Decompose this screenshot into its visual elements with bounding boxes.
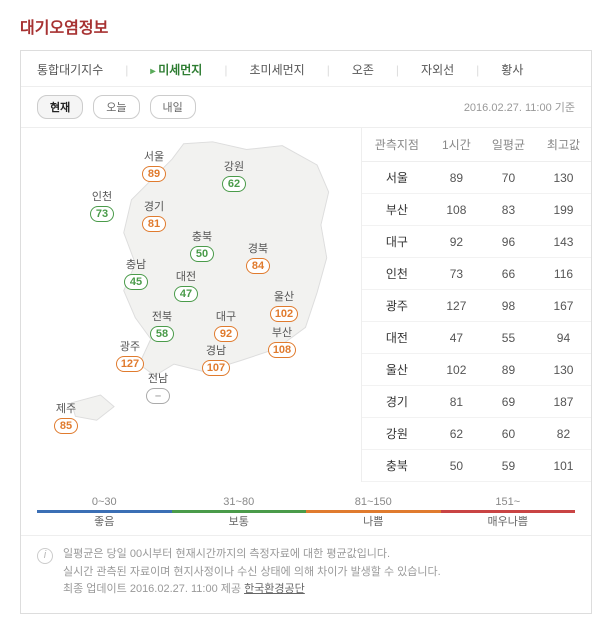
- tab-0[interactable]: 통합대기지수: [37, 61, 103, 78]
- tab-2[interactable]: 초미세먼지: [249, 61, 304, 78]
- timestamp-label: 2016.02.27. 11:00 기준: [464, 99, 575, 115]
- time-btn-1[interactable]: 오늘: [93, 95, 139, 119]
- content-row: 서울89 강원62 인천73 경기81 충북50 충남45 경북84 대전47 울산102 전북5…: [21, 128, 591, 482]
- table-row: 인천7366116: [362, 258, 591, 290]
- footer-text: 일평균은 당일 00시부터 현재시간까지의 측정자료에 대한 평균값입니다. 실…: [63, 546, 441, 599]
- readings-table: 관측지점1시간일평균최고값 서울8970130부산10883199대구92961…: [362, 128, 591, 482]
- table-row: 부산10883199: [362, 194, 591, 226]
- page-title: 대기오염정보: [20, 14, 592, 38]
- legend-segment: 0~30좋음: [37, 488, 172, 535]
- table-row: 대전475594: [362, 322, 591, 354]
- air-pollution-panel: 대기오염정보 통합대기지수|미세먼지|초미세먼지|오존|자외선|황사 현재 오늘 내…: [0, 0, 612, 634]
- info-icon: i: [37, 548, 53, 564]
- controls-row: 현재 오늘 내일 2016.02.27. 11:00 기준: [21, 87, 591, 128]
- legend-bar: 0~30좋음31~80보통81~150나쁨151~매우나쁨: [21, 488, 591, 535]
- time-btn-2[interactable]: 내일: [150, 95, 196, 119]
- main-panel: 통합대기지수|미세먼지|초미세먼지|오존|자외선|황사 현재 오늘 내일 2016.…: [20, 50, 592, 614]
- legend-segment: 81~150나쁨: [306, 488, 441, 535]
- map-point: 서울89: [139, 148, 169, 182]
- map-point: 부산108: [267, 324, 297, 358]
- table-row: 서울8970130: [362, 162, 591, 194]
- tab-5[interactable]: 황사: [501, 61, 523, 78]
- footer-line1: 일평균은 당일 00시부터 현재시간까지의 측정자료에 대한 평균값입니다.: [63, 546, 441, 564]
- legend-segment: 31~80보통: [172, 488, 307, 535]
- table-row: 광주12798167: [362, 290, 591, 322]
- tab-3[interactable]: 오존: [352, 61, 374, 78]
- table-row: 경기8169187: [362, 386, 591, 418]
- map-point: 광주127: [115, 338, 145, 372]
- table-header: 최고값: [536, 128, 591, 162]
- table-row: 강원626082: [362, 418, 591, 450]
- map-point: 경남107: [201, 342, 231, 376]
- map-point: 전남–: [143, 370, 173, 404]
- table-header: 일평균: [481, 128, 536, 162]
- map-point: 울산102: [269, 288, 299, 322]
- tabs-row: 통합대기지수|미세먼지|초미세먼지|오존|자외선|황사: [21, 51, 591, 87]
- map-point: 충남45: [121, 256, 151, 290]
- tab-4[interactable]: 자외선: [421, 61, 454, 78]
- tab-1[interactable]: 미세먼지: [150, 61, 202, 78]
- table-row: 대구9296143: [362, 226, 591, 258]
- legend-segment: 151~매우나쁨: [441, 488, 576, 535]
- map-pane: 서울89 강원62 인천73 경기81 충북50 충남45 경북84 대전47 울산102 전북5…: [21, 128, 361, 438]
- table-row: 울산10289130: [362, 354, 591, 386]
- footer-line3: 최종 업데이트 2016.02.27. 11:00 제공 한국환경공단: [63, 581, 441, 599]
- map-point: 대전47: [171, 268, 201, 302]
- table-header: 1시간: [432, 128, 481, 162]
- map-point: 전북58: [147, 308, 177, 342]
- table-row: 충북5059101: [362, 450, 591, 482]
- provider-link[interactable]: 한국환경공단: [244, 583, 305, 595]
- table-pane: 관측지점1시간일평균최고값 서울8970130부산10883199대구92961…: [361, 128, 591, 482]
- korea-map-outline: [63, 136, 343, 426]
- footer-note: i 일평균은 당일 00시부터 현재시간까지의 측정자료에 대한 평균값입니다.…: [21, 535, 591, 613]
- footer-line2: 실시간 관측된 자료이며 현지사정이나 수신 상태에 의해 차이가 발생할 수 …: [63, 564, 441, 582]
- map-point: 충북50: [187, 228, 217, 262]
- table-header: 관측지점: [362, 128, 432, 162]
- map-point: 강원62: [219, 158, 249, 192]
- time-btn-0[interactable]: 현재: [37, 95, 83, 119]
- map-point: 대구92: [211, 308, 241, 342]
- map-point: 제주85: [51, 400, 81, 434]
- map-point: 경북84: [243, 240, 273, 274]
- map-point: 인천73: [87, 188, 117, 222]
- map-point: 경기81: [139, 198, 169, 232]
